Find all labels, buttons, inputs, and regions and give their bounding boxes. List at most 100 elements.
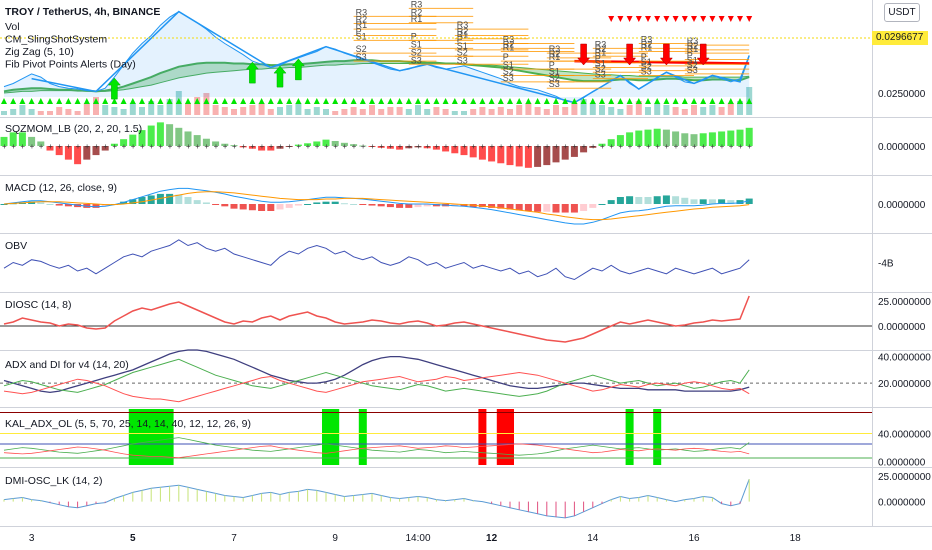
squeeze-dot: +: [554, 142, 559, 151]
pivot-label: R3: [411, 0, 423, 9]
pivot-label: S1: [503, 60, 514, 70]
bear-marker: [700, 16, 707, 22]
pane-title-adx: ADX and DI for v4 (14, 20): [5, 359, 129, 371]
macd-histogram-bar: [607, 200, 615, 204]
pivot-label: S2: [411, 47, 422, 57]
bear-marker: [737, 16, 743, 22]
squeeze-dot: +: [2, 142, 7, 151]
bull-marker: [691, 98, 697, 104]
bull-marker: [396, 98, 403, 104]
volume-bar: [589, 103, 596, 115]
macd-histogram-bar: [506, 204, 514, 210]
volume-bar: [700, 107, 707, 115]
bull-marker: [599, 98, 605, 104]
squeeze-dot: +: [342, 142, 347, 151]
bear-marker: [626, 16, 633, 22]
bull-marker: [157, 98, 164, 104]
macd-histogram-bar: [745, 198, 753, 204]
pivot-label: S3: [549, 79, 560, 89]
squeeze-bar: [488, 146, 496, 162]
bull-marker: [497, 98, 504, 104]
pivot-label: R3: [641, 35, 653, 45]
squeeze-dot: +: [609, 142, 614, 151]
adx-line: [3, 349, 750, 394]
squeeze-bar: [497, 146, 505, 164]
squeeze-bar: [607, 139, 615, 146]
volume-bar: [369, 105, 375, 115]
macd-histogram-bar: [598, 204, 606, 205]
pivot-label: R1: [549, 52, 561, 62]
di-plus-line: [3, 358, 750, 397]
volume-bar: [424, 109, 431, 115]
time-axis-tick: 14:00: [405, 533, 430, 544]
pane-title-obv: OBV: [5, 240, 27, 252]
bull-marker: [727, 98, 734, 104]
volume-bar: [332, 111, 339, 115]
bull-marker: [746, 98, 753, 104]
pivot-label: S3: [457, 55, 468, 65]
volume-bar: [691, 105, 697, 115]
macd-histogram-bar: [304, 204, 312, 205]
volume-bar: [571, 103, 578, 115]
squeeze-bar: [570, 146, 578, 157]
squeeze-bar: [147, 125, 155, 146]
bull-marker: [341, 98, 348, 104]
macd-histogram-bar: [258, 204, 266, 211]
bull-marker: [488, 98, 495, 104]
squeeze-dot: +: [444, 142, 449, 151]
volume-bar: [580, 99, 587, 115]
bull-marker: [203, 98, 210, 104]
volume-bar: [323, 109, 329, 115]
bull-marker: [221, 98, 228, 104]
volume-bar: [461, 111, 467, 115]
currency-button[interactable]: USDT: [884, 3, 920, 22]
bull-marker: [580, 98, 587, 104]
diosc-axis-tick: 25.0000000: [878, 297, 931, 308]
bull-marker: [525, 98, 532, 104]
squeeze-dot: +: [57, 142, 62, 151]
squeeze-bar: [396, 146, 404, 150]
bull-marker: [83, 98, 90, 104]
indicator-label: CM_SlingShotSystem: [5, 34, 107, 46]
squeeze-bar: [653, 128, 661, 146]
macd-histogram-bar: [552, 204, 560, 213]
pivot-label: R1: [356, 20, 368, 30]
bull-marker: [589, 98, 596, 104]
squeeze-dot: +: [683, 142, 688, 151]
squeeze-dot: +: [370, 142, 375, 151]
bull-marker: [635, 98, 642, 104]
squeeze-bar: [18, 132, 26, 146]
bull-marker: [553, 98, 559, 104]
squeeze-dot: +: [526, 142, 531, 151]
bull-marker: [28, 98, 35, 104]
squeeze-bar: [708, 132, 716, 146]
bull-marker: [56, 98, 63, 104]
squeeze-bar: [239, 146, 247, 148]
squeeze-bar: [699, 133, 707, 146]
volume-bar: [304, 109, 311, 115]
squeeze-dot: +: [204, 142, 209, 151]
squeeze-dot: +: [471, 142, 476, 151]
squeeze-bar: [258, 146, 266, 151]
squeeze-bar: [451, 146, 459, 154]
pivot-label: P: [687, 50, 693, 60]
volume-bar: [737, 101, 743, 115]
volume-bar: [405, 109, 412, 115]
macd-histogram-bar: [350, 204, 358, 205]
squeeze-bar: [28, 136, 36, 146]
squeeze-bar: [598, 143, 606, 146]
macd-histogram-bar: [239, 204, 247, 210]
time-axis-tick: 12: [486, 533, 498, 544]
pivot-label: R2: [595, 44, 607, 54]
squeeze-bar: [359, 145, 367, 147]
squeeze-dot: +: [388, 142, 393, 151]
squeeze-bar: [432, 146, 440, 150]
bull-marker: [304, 98, 311, 104]
macd-histogram-bar: [92, 204, 100, 208]
squeeze-dot: +: [94, 142, 99, 151]
bull-marker: [562, 98, 569, 104]
bear-marker: [645, 16, 651, 22]
macd-histogram-bar: [212, 204, 220, 205]
pivot-label: R3: [595, 39, 607, 49]
